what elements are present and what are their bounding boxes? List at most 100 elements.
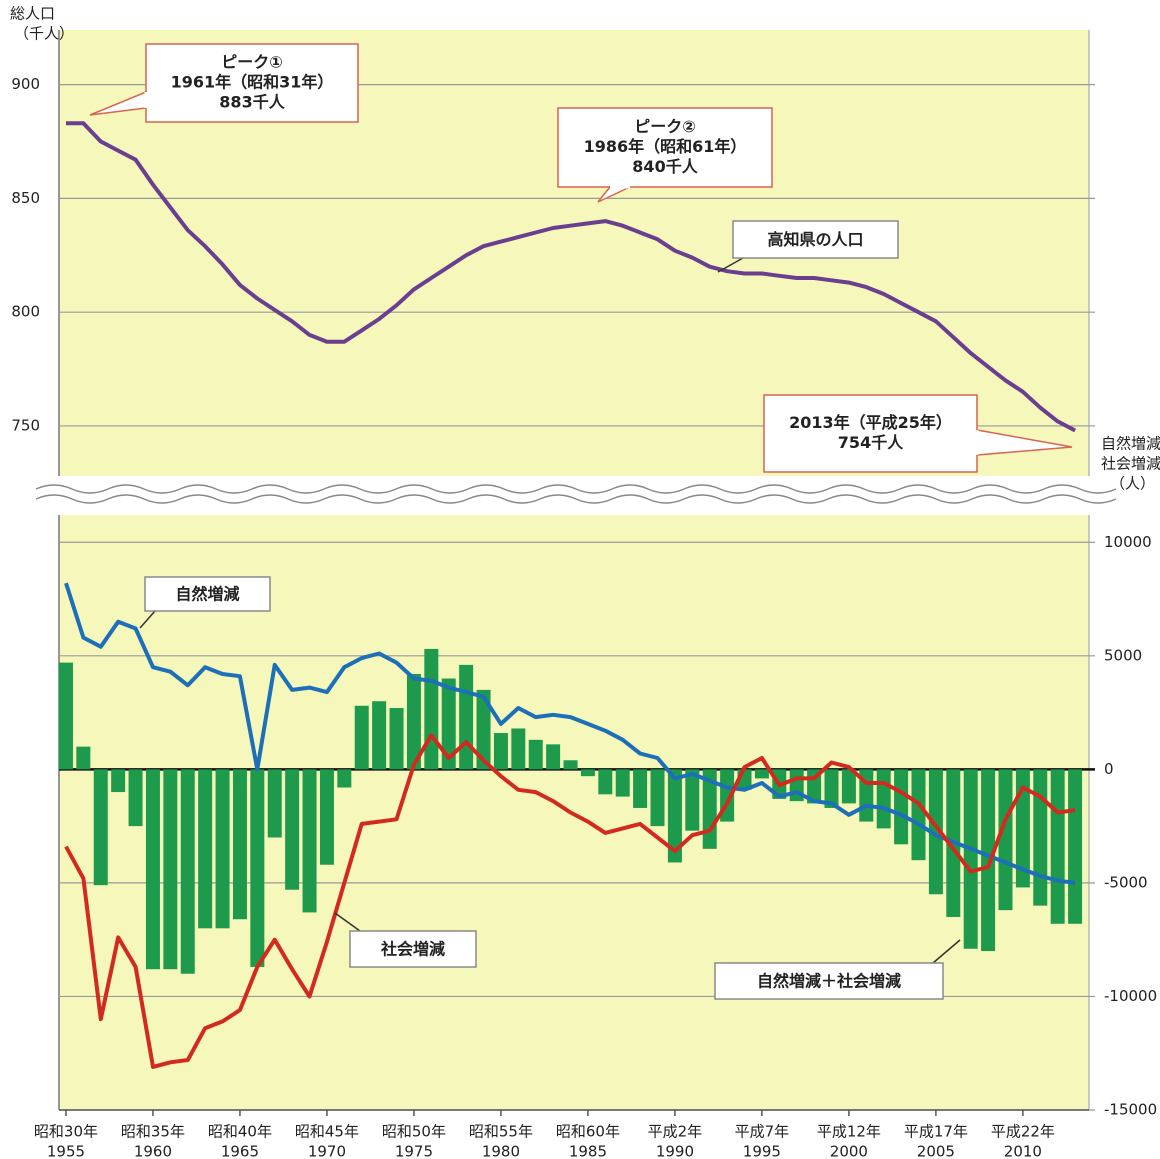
bar xyxy=(563,760,578,770)
bar xyxy=(546,744,561,770)
annotation-text: ピーク① xyxy=(221,53,283,72)
bar xyxy=(58,662,73,770)
y-tick-label: -15000 xyxy=(1104,1101,1157,1119)
bar xyxy=(302,769,317,913)
legend-box xyxy=(714,962,944,1000)
y-tick-label: 10000 xyxy=(1104,533,1152,551)
x-tick-label: 1955 xyxy=(47,1143,85,1159)
axis-break xyxy=(35,476,1117,515)
bar xyxy=(128,769,143,827)
bar xyxy=(650,769,665,827)
bar xyxy=(145,769,160,970)
x-tick-label: 1975 xyxy=(395,1143,433,1159)
x-tick-label: 2000 xyxy=(830,1143,868,1159)
bar xyxy=(441,678,456,770)
plots: 750 800 850 900 -15000 -10000 -5000 0 5000 10000 昭… xyxy=(11,30,1157,1159)
bar xyxy=(528,739,543,770)
x-tick-era-label: 昭和40年 xyxy=(208,1123,272,1141)
line-series xyxy=(66,121,1077,433)
annotation-text: 1961年（昭和31年） xyxy=(171,73,334,92)
y-tick-label: 750 xyxy=(11,416,40,434)
x-tick-label: 1985 xyxy=(569,1143,607,1159)
x-tick-label: 1970 xyxy=(308,1143,346,1159)
y-tick-label: 0 xyxy=(1104,760,1114,778)
legend-box xyxy=(732,220,899,259)
bar xyxy=(1050,769,1065,924)
bar xyxy=(389,708,404,770)
legend-label: 社会増減 xyxy=(380,940,445,959)
bar xyxy=(511,728,526,770)
annotation-text: 754千人 xyxy=(838,433,904,452)
bar xyxy=(667,769,682,863)
bar xyxy=(876,769,891,829)
y-axis-label: （千人） xyxy=(14,25,74,43)
x-tick-label: 1980 xyxy=(482,1143,520,1159)
bar xyxy=(911,769,926,861)
bar xyxy=(163,769,178,970)
annotation-text: ピーク② xyxy=(634,117,696,136)
legend-box xyxy=(144,576,271,612)
bar xyxy=(337,769,352,788)
y-tick-label: -10000 xyxy=(1104,987,1157,1005)
y-axis-label: 自然増減 xyxy=(1101,435,1160,453)
annotation-text: 883千人 xyxy=(219,93,285,112)
bar xyxy=(180,769,195,974)
bar xyxy=(476,689,491,770)
bar xyxy=(754,769,769,779)
y-axis-label: 社会増減 xyxy=(1101,455,1160,473)
bar xyxy=(424,648,439,770)
annotation-text: 2013年（平成25年） xyxy=(789,413,952,432)
legend-leader xyxy=(139,610,156,629)
x-tick-era-label: 平成12年 xyxy=(817,1123,881,1141)
bar xyxy=(824,769,839,808)
x-tick-era-label: 昭和50年 xyxy=(382,1123,446,1141)
break-wave xyxy=(35,494,1117,504)
x-tick-era-label: 昭和60年 xyxy=(556,1123,620,1141)
x-tick-era-label: 昭和55年 xyxy=(469,1123,533,1141)
bar xyxy=(493,733,508,770)
bar xyxy=(215,769,230,929)
bar xyxy=(111,769,126,793)
bar xyxy=(981,769,996,952)
y-axis-label: 総人口 xyxy=(10,5,55,23)
bar xyxy=(459,664,474,770)
y-axis-label: （人） xyxy=(1110,475,1155,493)
annotation-text: 840千人 xyxy=(632,157,698,176)
x-tick-label: 2010 xyxy=(1004,1143,1042,1159)
bar xyxy=(285,769,300,890)
legend-label: 高知県の人口 xyxy=(767,230,863,249)
bar xyxy=(1033,769,1048,906)
bar xyxy=(702,769,717,849)
bar xyxy=(1015,769,1030,888)
legend-box xyxy=(349,930,477,968)
x-tick-era-label: 平成17年 xyxy=(904,1123,968,1141)
x-tick-era-label: 昭和30年 xyxy=(34,1123,98,1141)
bar xyxy=(93,769,108,886)
x-tick-era-label: 平成7年 xyxy=(735,1123,790,1141)
break-wave xyxy=(35,484,1117,494)
y-tick-label: 850 xyxy=(11,189,40,207)
bar xyxy=(633,769,648,808)
line-series xyxy=(64,733,1076,1069)
y-tick-label: -5000 xyxy=(1104,873,1148,891)
bar xyxy=(841,769,856,804)
bar xyxy=(615,769,630,797)
bar xyxy=(406,673,421,770)
bar xyxy=(1068,769,1083,924)
annotation-text: 1986年（昭和61年） xyxy=(584,137,747,156)
bar xyxy=(354,705,369,770)
x-tick-era-label: 昭和45年 xyxy=(295,1123,359,1141)
bar xyxy=(894,769,909,845)
legend-label: 自然増減＋社会増減 xyxy=(757,972,901,991)
bar xyxy=(319,769,334,865)
line-series xyxy=(64,582,1076,885)
bar xyxy=(267,769,282,838)
legend-leader xyxy=(334,912,361,932)
bar xyxy=(963,769,978,949)
bar xyxy=(598,769,613,795)
bar xyxy=(198,769,213,929)
plot-1: -15000 -10000 -5000 0 5000 10000 昭和30年 1955 昭和35… xyxy=(34,515,1157,1159)
x-tick-label: 1990 xyxy=(656,1143,694,1159)
x-tick-label: 2005 xyxy=(917,1143,955,1159)
